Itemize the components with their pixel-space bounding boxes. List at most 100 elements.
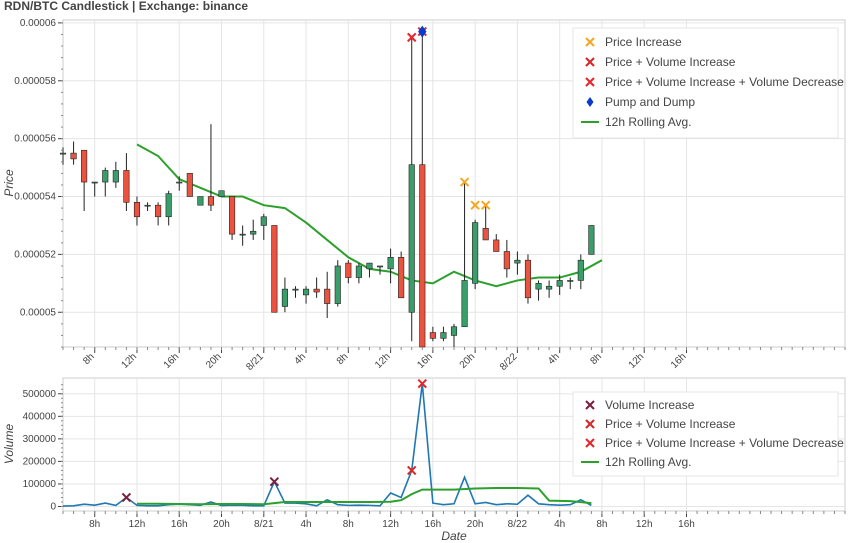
candle-body — [472, 222, 479, 284]
candle-down — [503, 239, 510, 278]
candle-up — [260, 213, 267, 240]
legend-swatch-volume_increase — [585, 400, 595, 410]
volume-xtick-label: 12h — [636, 519, 653, 530]
candle-body — [102, 170, 109, 183]
volume_increase-marker-stroke-b — [269, 476, 280, 487]
candle-body — [345, 262, 352, 278]
volume-xtick-label: 8h — [343, 519, 354, 530]
legend-label: 12h Rolling Avg. — [605, 115, 692, 129]
volume-panel: 0 100000 200000 300000 400000 500000 8h 12h 16h… — [2, 377, 846, 543]
candle-body — [514, 259, 521, 264]
candle-down — [482, 205, 489, 241]
candle-body — [419, 164, 426, 348]
legend-swatch-price_volume_increase-stroke-b — [585, 57, 595, 67]
price-xtick-label: 8h — [335, 351, 351, 367]
candle-body — [524, 259, 532, 299]
candle-body — [155, 204, 162, 218]
candle-body — [408, 164, 415, 313]
candle-body — [376, 265, 384, 268]
candle-body — [229, 196, 236, 235]
legend-swatch-price_volume_increase — [585, 419, 595, 429]
legend-label: Price + Volume Increase + Volume Decreas… — [605, 75, 844, 89]
legend-swatch-volume_increase-stroke-b — [585, 400, 595, 410]
candle-up — [91, 181, 98, 197]
price-xtick-label: 12h — [373, 351, 393, 371]
legend-swatch-price_volume_increase_volume_decrease-stroke-b — [585, 438, 595, 448]
candle-up — [102, 167, 109, 197]
volume-ytick-label: 400000 — [23, 411, 57, 422]
candle-up — [176, 176, 183, 191]
candle-body — [197, 196, 204, 206]
candle-down — [271, 225, 278, 313]
candle-up — [546, 280, 553, 298]
volume-xtick-label: 12h — [382, 519, 399, 530]
volume-series-line — [62, 383, 592, 507]
price-xtick-label: 16h — [415, 351, 435, 371]
candle-down — [398, 251, 405, 299]
volume-legend-box — [572, 391, 839, 477]
chart-title: RDN/BTC Candlestick | Exchange: binance — [4, 0, 248, 13]
legend-swatch-price_increase — [585, 37, 595, 47]
candle-down — [155, 202, 162, 226]
candle-body — [324, 288, 331, 304]
candle-up — [588, 225, 595, 255]
candle-body — [535, 283, 542, 290]
candle-body — [176, 181, 183, 184]
candle-body — [588, 225, 595, 255]
candle-up — [461, 182, 468, 328]
volume_increase-marker — [121, 492, 132, 503]
candle-body — [133, 202, 141, 218]
price_increase-marker — [470, 200, 480, 210]
candle-body — [493, 239, 500, 252]
legend-swatch-price_volume_increase_volume_decrease-stroke-b — [585, 77, 595, 87]
price_increase-marker-stroke-b — [459, 177, 470, 187]
candle-up — [165, 190, 172, 226]
candle-body — [482, 228, 489, 241]
volume-xtick-label: 12h — [129, 519, 146, 530]
volume-rolling-avg-line — [136, 487, 592, 506]
price-xtick-label: 4h — [546, 351, 562, 367]
candle-body — [81, 149, 88, 183]
price-xtick-label: 4h — [293, 351, 309, 367]
candle-body — [556, 280, 563, 287]
candle-body — [70, 152, 77, 160]
price_increase-marker — [459, 177, 470, 187]
price_increase-marker-stroke-b — [480, 200, 491, 210]
price-legend: Price Increase Price + Volume Increase Pri… — [572, 27, 844, 139]
volume-xtick-label: 8h — [89, 519, 100, 530]
volume-xtick-label: 8h — [596, 519, 607, 530]
price_volume_increase_volume_decrease-marker-stroke-b — [407, 32, 417, 43]
volume_increase-marker — [269, 476, 280, 487]
price-ytick-label: 0.00006 — [20, 18, 57, 29]
candle-body — [260, 216, 267, 226]
candle-up — [408, 37, 415, 342]
candle-up — [250, 219, 257, 240]
price-xtick-label: 16h — [162, 351, 182, 371]
price-ytick-label: 0.00005 — [20, 307, 57, 318]
legend-swatch-price_volume_increase — [585, 57, 595, 67]
candle-body — [165, 193, 172, 218]
volume-ytick-label: 200000 — [23, 456, 57, 467]
volume-x-ticks: 8h 12h 16h 20h 8/21 4h 8h 12h 16h 20h 8/22 4h 8h 12h 1… — [62, 511, 846, 530]
price_volume_increase_volume_decrease-marker — [417, 378, 428, 389]
volume-xtick-label: 16h — [425, 519, 442, 530]
candle-down — [70, 141, 77, 165]
volume-xtick-label: 8/21 — [254, 519, 274, 530]
candle-down — [186, 173, 193, 197]
volume-xtick-label: 4h — [554, 519, 565, 530]
candle-body — [59, 152, 67, 155]
volume-y-ticks: 0 100000 200000 300000 400000 500000 — [23, 384, 63, 512]
volume-ytick-label: 100000 — [23, 479, 57, 490]
candle-body — [366, 262, 373, 270]
candle-body — [429, 332, 436, 339]
candle-up — [218, 190, 225, 197]
volume-lines — [62, 383, 592, 507]
price-y-ticks: 0.00005 0.000052 0.000054 0.000056 0.000058 0… — [14, 18, 63, 348]
volume_increase-marker-stroke-b — [121, 492, 132, 503]
candle-up — [239, 225, 246, 246]
price-xtick-label: 8h — [588, 351, 604, 367]
legend-swatch-price_volume_increase_volume_decrease — [585, 438, 595, 448]
price_volume_increase_volume_decrease-marker-stroke-b — [417, 378, 428, 389]
candle-down — [81, 149, 88, 211]
candle-body — [567, 280, 574, 282]
